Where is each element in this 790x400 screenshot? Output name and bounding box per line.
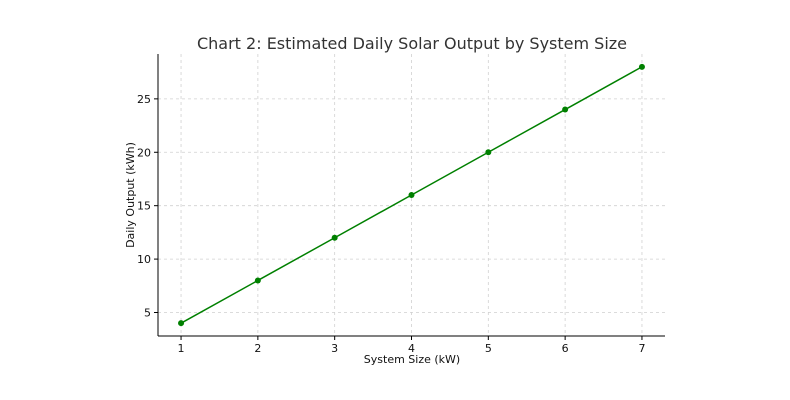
chart-title: Chart 2: Estimated Daily Solar Output by… <box>197 34 627 53</box>
x-tick-label: 1 <box>178 342 185 355</box>
data-point <box>178 320 185 327</box>
y-axis-ticks: 5 10 15 20 25 <box>137 93 158 320</box>
x-axis-ticks: 1 2 3 4 5 6 7 <box>178 336 645 355</box>
x-tick-label: 7 <box>638 342 645 355</box>
y-tick-label: 15 <box>137 200 151 213</box>
x-axis-label: System Size (kW) <box>364 353 460 366</box>
y-tick-label: 25 <box>137 93 151 106</box>
data-point <box>638 63 645 70</box>
data-point <box>331 234 338 241</box>
grid <box>158 54 665 336</box>
x-tick-label: 4 <box>408 342 415 355</box>
data-point <box>562 106 569 113</box>
y-tick-label: 10 <box>137 253 151 266</box>
x-tick-label: 2 <box>254 342 261 355</box>
x-tick-label: 3 <box>331 342 338 355</box>
data-point <box>408 192 415 198</box>
y-tick-label: 5 <box>144 307 151 320</box>
x-tick-label: 5 <box>485 342 492 355</box>
data-point <box>254 277 261 284</box>
x-tick-label: 6 <box>562 342 569 355</box>
y-axis-label: Daily Output (kWh) <box>124 142 137 248</box>
series-group <box>178 63 645 327</box>
data-point <box>485 149 492 156</box>
y-tick-label: 20 <box>137 146 151 159</box>
